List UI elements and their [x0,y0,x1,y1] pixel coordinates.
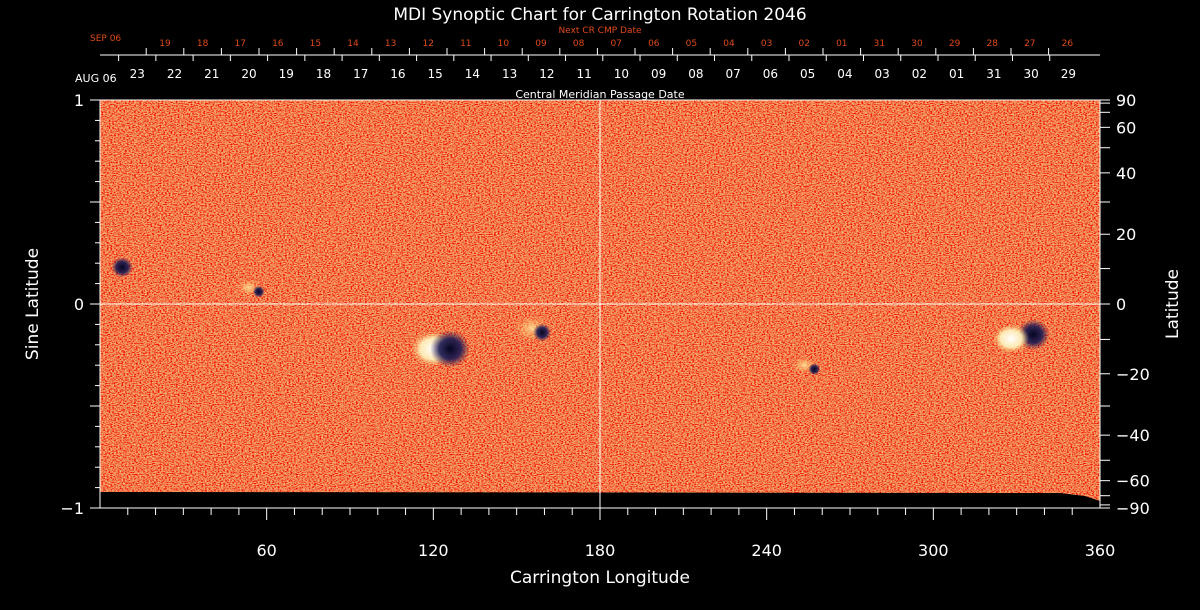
x-tick-label: 60 [256,541,276,560]
y-axis-left: 1 0 −1 [60,91,100,518]
next-date-label: 31 [874,39,885,49]
next-date-label: 29 [949,39,961,49]
current-date-label: 14 [465,67,480,81]
cmp-caption: Central Meridian Passage Date [515,88,684,101]
x-tick-label: 240 [751,541,782,560]
y-right-tick-label: 0 [1116,295,1126,314]
next-start-label: SEP 06 [90,34,121,44]
current-date-label: 10 [614,67,629,81]
current-date-label: 07 [726,67,741,81]
next-date-label: 17 [234,39,245,49]
next-date-label: 13 [385,39,396,49]
x-tick-label: 180 [585,541,616,560]
next-date-label: 19 [159,39,171,49]
current-date-label: 21 [204,67,219,81]
y-axis-right: 90 60 40 20 0 −20 −40 −60 −90 [1100,91,1150,518]
y-right-tick-label: −20 [1116,365,1150,384]
current-date-label: 23 [130,67,145,81]
y-right-tick-label: −90 [1116,499,1150,518]
y-right-tick-label: −40 [1116,426,1150,445]
x-tick-label: 360 [1085,541,1116,560]
x-axis-label: Carrington Longitude [510,568,690,588]
current-date-label: 19 [279,67,294,81]
next-date-label: 04 [723,39,735,49]
y-right-tick-label: −60 [1116,472,1150,491]
negative-region [111,257,134,278]
current-date-label: 06 [763,67,778,81]
next-date-label: 02 [798,39,809,49]
next-date-label: 14 [347,39,359,49]
next-date-label: 18 [197,39,209,49]
x-axis: 60 120 180 240 300 360 [127,508,1116,560]
current-date-label: 11 [577,67,592,81]
mixed-region-negative [252,285,265,298]
y-left-tick-label: 0 [74,295,84,314]
positive-region [993,324,1030,354]
current-date-label: 15 [428,67,443,81]
y-axis-right-label: Latitude [1163,269,1183,339]
next-date-label: 16 [272,39,284,49]
next-date-label: 11 [460,39,471,49]
next-date-label: 10 [498,39,510,49]
current-date-label: 22 [167,67,182,81]
current-date-label: 12 [539,67,554,81]
next-date-label: 27 [1024,39,1035,49]
current-date-label: 08 [688,67,703,81]
x-tick-label: 120 [418,541,449,560]
active-regions [111,257,1050,376]
next-date-label: 03 [761,39,772,49]
next-date-label: 06 [648,39,660,49]
next-date-label: 12 [422,39,433,49]
chart-title: MDI Synoptic Chart for Carrington Rotati… [393,5,806,25]
current-date-label: 05 [800,67,815,81]
next-date-label: 01 [836,39,847,49]
next-cmp-caption: Next CR CMP Date [558,26,642,36]
current-date-label: 02 [912,67,927,81]
current-start-label: AUG 06 [75,72,117,85]
mixed-region-negative [808,363,821,376]
next-date-label: 05 [686,39,697,49]
y-left-tick-label: 1 [74,91,84,110]
current-date-label: 03 [874,67,889,81]
next-date-label: 28 [986,39,998,49]
current-date-label: 13 [502,67,517,81]
current-date-label: 29 [1061,67,1076,81]
current-date-label: 30 [1023,67,1038,81]
next-date-label: 07 [610,39,621,49]
next-date-label: 08 [573,39,585,49]
current-date-label: 31 [986,67,1001,81]
negative-region [430,330,470,368]
next-date-label: 30 [911,39,923,49]
current-date-label: 18 [316,67,331,81]
current-date-label: 17 [353,67,368,81]
mixed-region-negative [533,323,552,342]
current-date-label: 20 [241,67,256,81]
current-date-label: 01 [949,67,964,81]
y-right-tick-label: 20 [1116,225,1136,244]
y-right-tick-label: 60 [1116,118,1136,137]
top-date-axis: 23 22 21 20 19 18 17 16 15 14 13 12 11 10 09 08 07 06 05 04… [100,39,1100,101]
current-date-label: 09 [651,67,666,81]
y-right-tick-label: 40 [1116,164,1136,183]
next-date-label: 09 [535,39,547,49]
x-tick-label: 300 [918,541,949,560]
current-date-label: 04 [837,67,852,81]
y-left-tick-label: −1 [60,499,84,518]
next-date-label: 15 [310,39,321,49]
y-right-tick-label: 90 [1116,91,1136,110]
next-date-label: 26 [1062,39,1074,49]
y-axis-left-label: Sine Latitude [23,248,43,360]
current-date-label: 16 [390,67,405,81]
